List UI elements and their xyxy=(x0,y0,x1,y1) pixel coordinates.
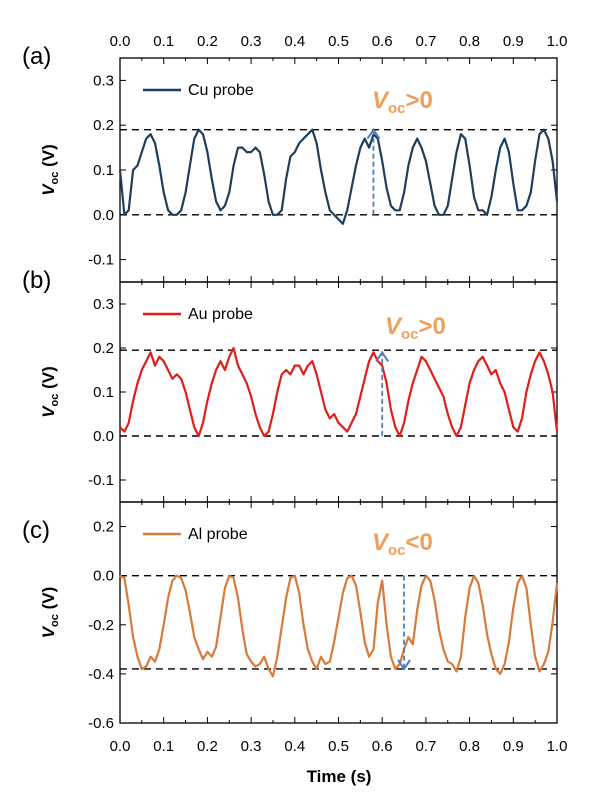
y-tick-label: 0.1 xyxy=(93,384,114,401)
legend-label: Al probe xyxy=(188,526,248,543)
legend-label: Au probe xyxy=(188,306,253,323)
y-axis-title-unit: (V) xyxy=(39,144,58,171)
panel-a: -0.10.00.10.20.3Cu probe Voc>0(a)Voc (V) xyxy=(22,43,559,283)
y-tick-label: 0.2 xyxy=(93,340,114,357)
top-x-tick-label: 0.6 xyxy=(372,33,393,50)
y-tick-label: 0.2 xyxy=(93,519,114,536)
bottom-x-tick-label: 0.6 xyxy=(372,738,393,755)
y-axis-title-main: V xyxy=(39,183,58,196)
annotation-main: V xyxy=(372,87,390,114)
top-x-tick-label: 0.8 xyxy=(459,33,480,50)
panel-label: (a) xyxy=(22,43,51,70)
y-tick-label: 0.2 xyxy=(93,117,114,134)
bottom-x-tick-label: 0.7 xyxy=(415,738,436,755)
panel-c: -0.6-0.4-0.20.00.2 Al probe Voc<0(c)Voc (V… xyxy=(22,501,559,732)
y-axis-title: Voc (V) xyxy=(39,366,61,418)
bottom-x-tick-label: 0.0 xyxy=(110,738,131,755)
bottom-x-tick-label: 0.9 xyxy=(503,738,524,755)
series-line-al-probe xyxy=(119,574,559,678)
plot-frame xyxy=(119,57,558,283)
annotation-rest: >0 xyxy=(419,313,446,340)
panel-b: -0.10.00.10.20.3Au probe Voc>0(b)Voc (V) xyxy=(22,267,559,503)
y-tick-label: -0.1 xyxy=(88,252,114,269)
bottom-x-tick-label: 0.4 xyxy=(284,738,305,755)
arrow-head xyxy=(375,350,390,362)
top-x-tick-label: 0.5 xyxy=(328,33,349,50)
annotation-rest: >0 xyxy=(406,87,433,114)
bottom-x-tick-label: 0.1 xyxy=(153,738,174,755)
annotation-main: V xyxy=(372,529,390,556)
y-tick-label: 0.1 xyxy=(93,162,114,179)
annotation-sub: oc xyxy=(401,326,419,343)
annotation-text: Voc>0 xyxy=(372,87,433,117)
top-x-tick-label: 0.7 xyxy=(415,33,436,50)
bottom-axis-labels: 0.0 0.1 0.2 0.3 0.4 0.5 0.6 0.7 0.8 0.9 1.0 xyxy=(110,738,568,755)
y-tick-label: -0.1 xyxy=(88,472,114,489)
top-axis-labels: 0.0 0.1 0.2 0.3 0.4 0.5 0.6 0.7 0.8 0.9 1.0 xyxy=(110,33,568,50)
y-axis-title-sub: oc xyxy=(49,172,61,185)
top-x-tick-label: 0.2 xyxy=(197,33,218,50)
arrow-head xyxy=(397,659,411,671)
legend-label: Cu probe xyxy=(188,82,254,99)
top-x-tick-label: 0.4 xyxy=(284,33,305,50)
y-tick-label: -0.6 xyxy=(88,715,114,732)
bottom-x-tick-label: 0.2 xyxy=(197,738,218,755)
y-tick-label: 0.0 xyxy=(93,207,114,224)
y-axis-title-sub: oc xyxy=(49,614,61,627)
y-axis-title-sub: oc xyxy=(49,394,61,407)
bottom-x-tick-label: 0.8 xyxy=(459,738,480,755)
annotation-main: V xyxy=(385,313,403,340)
y-axis-title-main: V xyxy=(39,625,58,638)
y-tick-label: 0.0 xyxy=(93,568,114,585)
arrow-head xyxy=(366,127,381,140)
bottom-x-tick-label: 1.0 xyxy=(547,738,568,755)
top-x-tick-label: 0.0 xyxy=(110,33,131,50)
annotation-sub: oc xyxy=(388,100,406,117)
panel-label: (b) xyxy=(22,267,51,294)
y-axis-title-unit: (V) xyxy=(39,587,58,614)
bottom-x-tick-label: 0.5 xyxy=(328,738,349,755)
y-tick-label: 0.3 xyxy=(93,296,114,313)
y-axis-title-unit: (V) xyxy=(39,366,58,393)
y-tick-label: -0.4 xyxy=(88,666,114,683)
series-line-cu-probe xyxy=(118,128,559,225)
annotation-text: Voc>0 xyxy=(385,313,446,343)
y-axis-title-main: V xyxy=(39,405,58,418)
y-tick-label: 0.0 xyxy=(93,428,114,445)
top-x-tick-label: 1.0 xyxy=(547,33,568,50)
top-x-tick-label: 0.1 xyxy=(153,33,174,50)
series-line-au-probe xyxy=(119,346,559,438)
annotation-rest: <0 xyxy=(406,529,433,556)
top-x-tick-label: 0.9 xyxy=(503,33,524,50)
y-tick-label: 0.3 xyxy=(93,72,114,89)
panels: -0.10.00.10.20.3Cu probe Voc>0(a)Voc (V)-… xyxy=(22,43,559,732)
bottom-x-tick-label: 0.3 xyxy=(241,738,262,755)
y-axis-title: Voc (V) xyxy=(39,144,61,196)
top-x-tick-label: 0.3 xyxy=(241,33,262,50)
annotation-text: Voc<0 xyxy=(372,529,433,559)
x-axis-title: Time (s) xyxy=(307,767,372,786)
annotation-sub: oc xyxy=(388,542,406,559)
y-tick-label: -0.2 xyxy=(88,617,114,634)
panel-label: (c) xyxy=(22,517,50,544)
y-axis-title: Voc (V) xyxy=(39,587,61,639)
